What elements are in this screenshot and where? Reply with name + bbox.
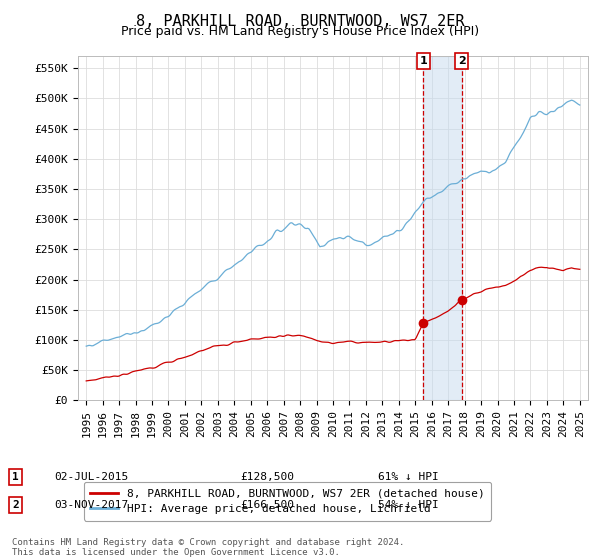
Text: 1: 1 bbox=[12, 472, 19, 482]
Text: 1: 1 bbox=[419, 56, 427, 66]
Text: 54% ↓ HPI: 54% ↓ HPI bbox=[378, 500, 439, 510]
Text: 2: 2 bbox=[458, 56, 466, 66]
Text: 8, PARKHILL ROAD, BURNTWOOD, WS7 2ER: 8, PARKHILL ROAD, BURNTWOOD, WS7 2ER bbox=[136, 14, 464, 29]
Text: £128,500: £128,500 bbox=[240, 472, 294, 482]
Text: 02-JUL-2015: 02-JUL-2015 bbox=[54, 472, 128, 482]
Text: £166,500: £166,500 bbox=[240, 500, 294, 510]
Text: Price paid vs. HM Land Registry's House Price Index (HPI): Price paid vs. HM Land Registry's House … bbox=[121, 25, 479, 38]
Text: 61% ↓ HPI: 61% ↓ HPI bbox=[378, 472, 439, 482]
Text: 03-NOV-2017: 03-NOV-2017 bbox=[54, 500, 128, 510]
Bar bbox=[424, 56, 462, 400]
Text: 2: 2 bbox=[12, 500, 19, 510]
Text: Contains HM Land Registry data © Crown copyright and database right 2024.
This d: Contains HM Land Registry data © Crown c… bbox=[12, 538, 404, 557]
Legend: 8, PARKHILL ROAD, BURNTWOOD, WS7 2ER (detached house), HPI: Average price, detac: 8, PARKHILL ROAD, BURNTWOOD, WS7 2ER (de… bbox=[83, 482, 491, 521]
